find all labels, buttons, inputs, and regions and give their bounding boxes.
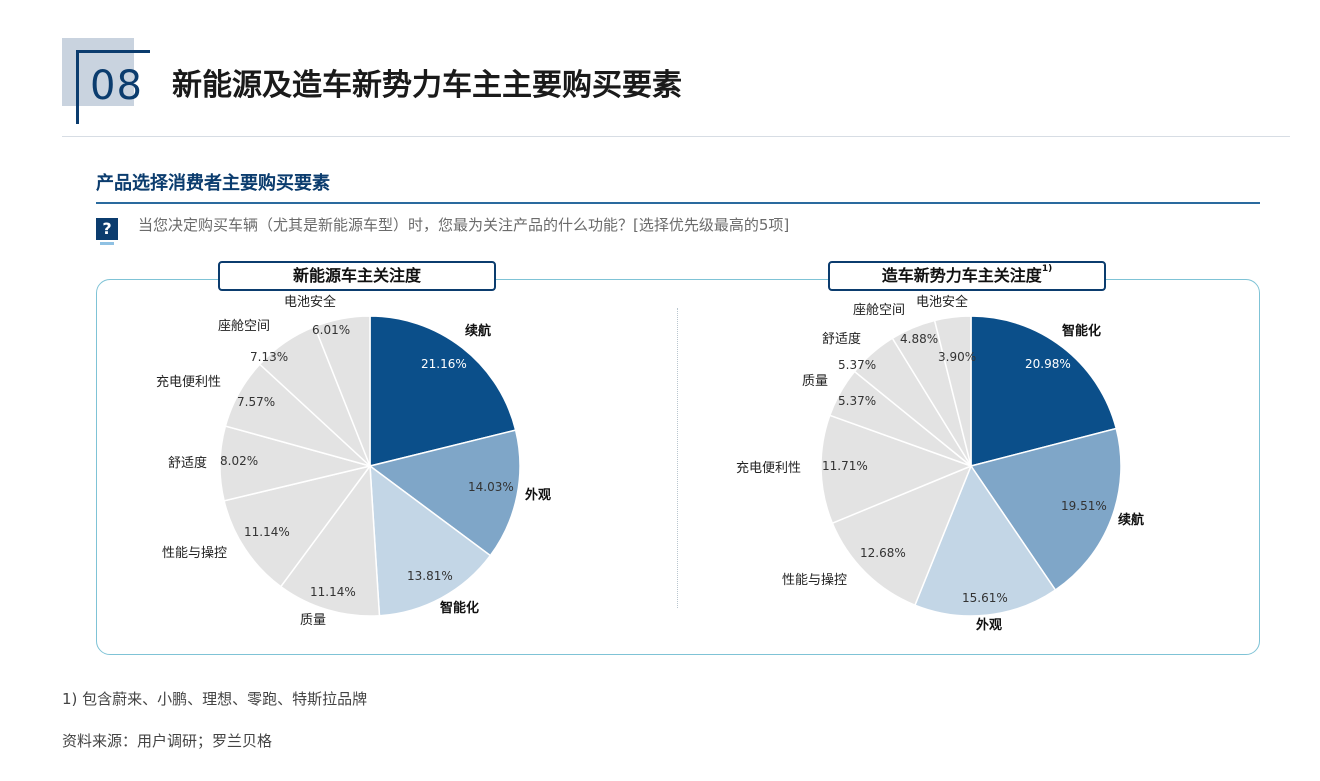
pie-0-slice-1 xyxy=(368,429,521,557)
section-marker-bar-vertical xyxy=(76,50,79,124)
survey-question: 当您决定购买车辆（尤其是新能源车型）时，您最为关注产品的什么功能？[选择优先级最… xyxy=(138,216,790,234)
pie-0-value-label-8: 6.01% xyxy=(312,323,350,337)
subtitle-divider xyxy=(96,202,1260,204)
chart-title-footnote-mark: 1) xyxy=(1041,264,1053,274)
pie-0-value-label-6: 7.57% xyxy=(237,395,275,409)
pie-1-value-label-1: 19.51% xyxy=(1061,499,1107,513)
pie-1-category-label-3: 性能与操控 xyxy=(782,572,847,588)
pie-1-slice-0 xyxy=(970,315,1118,467)
pie-0-value-label-4: 11.14% xyxy=(244,525,290,539)
pie-1-slice-4 xyxy=(820,414,974,525)
pie-1-category-label-1: 续航 xyxy=(1118,512,1144,528)
pie-1-value-label-0: 20.98% xyxy=(1025,357,1071,371)
pie-0-slice-8 xyxy=(313,315,371,467)
section-subtitle: 产品选择消费者主要购买要素 xyxy=(96,173,330,194)
pie-1-category-label-6: 舒适度 xyxy=(822,331,861,347)
pie-1-category-label-4: 充电便利性 xyxy=(736,460,801,476)
chart-title-text: 新能源车主关注度 xyxy=(292,266,421,285)
pie-0-category-label-3: 质量 xyxy=(300,613,326,628)
pie-0-value-label-7: 7.13% xyxy=(250,350,288,364)
chart-title-nev-owners: 新能源车主关注度 xyxy=(218,261,496,291)
section-marker-bar-horizontal xyxy=(76,50,150,53)
pie-0-category-label-0: 续航 xyxy=(465,323,491,339)
pie-1-value-label-5: 5.37% xyxy=(838,394,876,408)
pie-1-category-label-2: 外观 xyxy=(975,617,1002,633)
pie-0-category-label-1: 外观 xyxy=(524,487,551,503)
charts-divider xyxy=(677,308,678,608)
question-mark-icon: ? xyxy=(96,218,118,245)
pie-0-value-label-0: 21.16% xyxy=(421,357,467,371)
pie-0-value-label-3: 11.14% xyxy=(310,585,356,599)
pie-1-slice-1 xyxy=(969,427,1122,592)
pie-0-slice-4 xyxy=(223,464,372,588)
pie-1-value-label-8: 3.90% xyxy=(938,350,976,364)
pie-1-slice-8 xyxy=(933,315,972,467)
pie-0-category-label-8: 电池安全 xyxy=(284,294,336,310)
pie-0-category-label-7: 座舱空间 xyxy=(218,319,270,334)
pie-0-value-label-5: 8.02% xyxy=(220,454,258,468)
section-marker xyxy=(62,38,152,128)
pie-1-category-label-7: 座舱空间 xyxy=(853,303,905,318)
pie-1-category-label-8: 电池安全 xyxy=(916,294,968,310)
pie-1-value-label-6: 5.37% xyxy=(838,358,876,372)
chart-title-new-force-owners: 造车新势力车主关注度1) xyxy=(828,261,1106,291)
pie-1-value-label-2: 15.61% xyxy=(962,591,1008,605)
pie-1-slice-2 xyxy=(913,464,1057,617)
pie-1-category-label-5: 质量 xyxy=(802,374,828,389)
pie-1-value-label-7: 4.88% xyxy=(900,332,938,346)
pie-0-value-label-1: 14.03% xyxy=(468,480,514,494)
pie-0-category-label-5: 舒适度 xyxy=(168,455,207,471)
pie-0-slice-0 xyxy=(369,315,517,467)
section-marker-shade xyxy=(62,38,134,106)
pie-1-value-label-4: 11.71% xyxy=(822,459,868,473)
pie-0-category-label-6: 充电便利性 xyxy=(156,374,221,390)
pie-0-category-label-2: 智能化 xyxy=(440,600,479,616)
chart-title-text: 造车新势力车主关注度 xyxy=(881,266,1042,285)
pie-1-slice-3 xyxy=(831,464,973,607)
footnote: 1) 包含蔚来、小鹏、理想、零跑、特斯拉品牌 xyxy=(62,690,368,708)
pie-1-category-label-0: 智能化 xyxy=(1062,323,1101,339)
pie-1-value-label-3: 12.68% xyxy=(860,546,906,560)
data-source: 资料来源：用户调研；罗兰贝格 xyxy=(62,732,273,750)
header-divider xyxy=(62,136,1290,137)
page-title: 新能源及造车新势力车主主要购买要素 xyxy=(172,68,682,103)
charts-frame xyxy=(96,279,1260,655)
pie-0-value-label-2: 13.81% xyxy=(407,569,453,583)
section-number: 08 xyxy=(90,63,143,109)
pie-0-category-label-4: 性能与操控 xyxy=(162,545,227,561)
pie-0-slice-3 xyxy=(279,463,381,617)
pie-0-slice-2 xyxy=(369,464,492,617)
